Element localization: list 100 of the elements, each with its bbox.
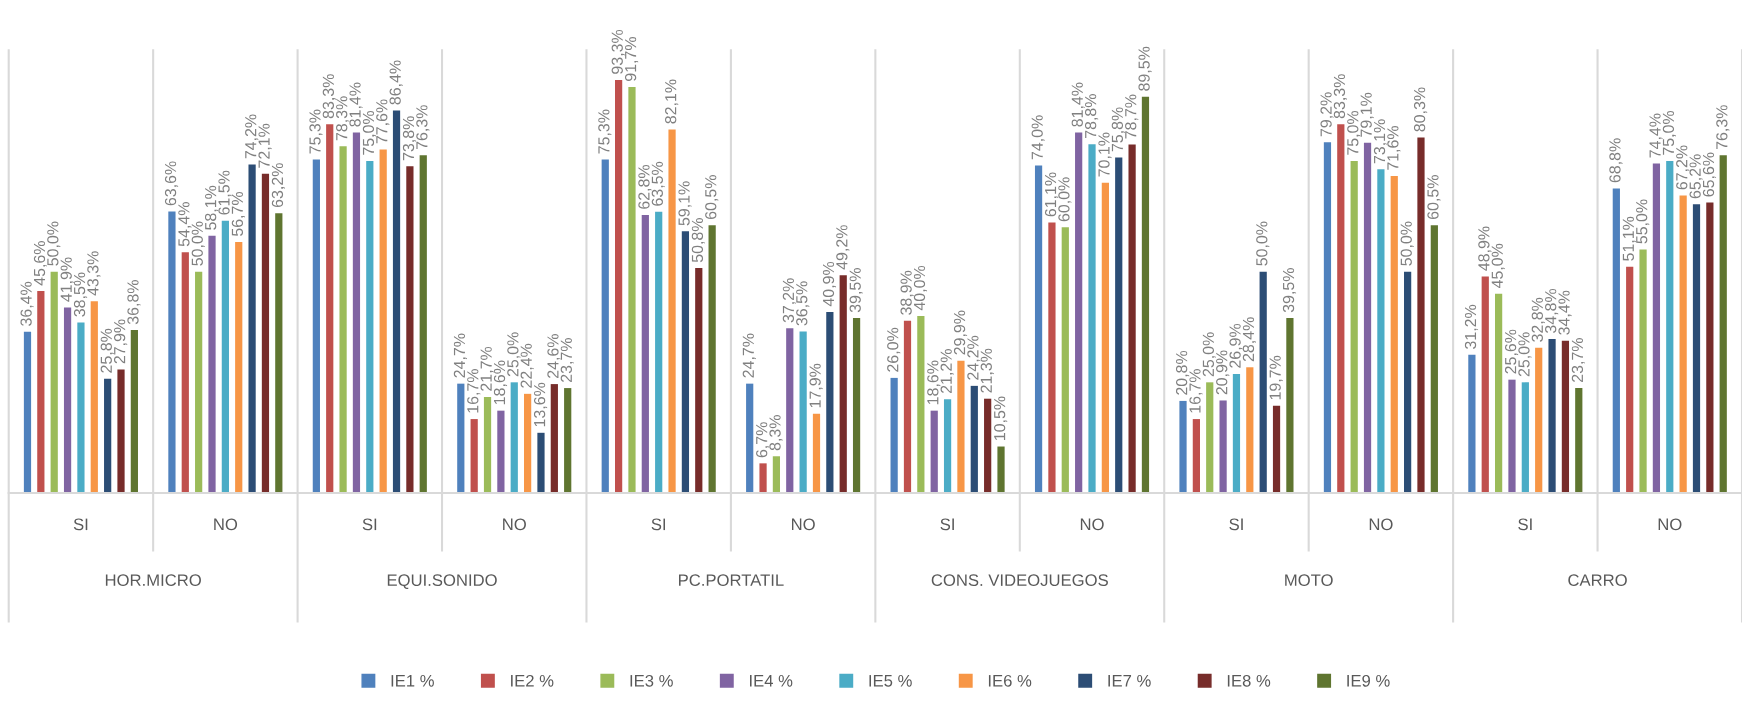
bar bbox=[1075, 132, 1083, 494]
bar bbox=[681, 231, 690, 494]
data-label: 67,2% bbox=[1676, 145, 1690, 190]
text: PC.PORTATIL bbox=[679, 574, 784, 587]
data-label: 65,6% bbox=[1702, 152, 1717, 197]
data-label: 81,4% bbox=[349, 82, 363, 127]
bar bbox=[510, 382, 518, 494]
bar bbox=[1272, 405, 1281, 494]
bar bbox=[1626, 266, 1634, 494]
bar bbox=[406, 166, 414, 494]
bar bbox=[890, 377, 898, 494]
bar bbox=[852, 318, 861, 494]
data-label: 24,6% bbox=[547, 334, 561, 378]
data-label: 73,1% bbox=[1373, 119, 1388, 164]
data-label: 70,1% bbox=[1098, 132, 1112, 177]
data-label: 61,5% bbox=[218, 170, 232, 215]
data-label: 34,8% bbox=[1545, 288, 1559, 334]
x-tick-label: NO bbox=[1369, 518, 1393, 531]
bar bbox=[1561, 340, 1570, 494]
bar bbox=[1259, 271, 1267, 494]
data-label: 63,5% bbox=[651, 161, 665, 206]
bar bbox=[799, 331, 807, 494]
data-label: 16,7% bbox=[1189, 369, 1203, 413]
bar bbox=[1612, 188, 1620, 494]
data-label: 81,4% bbox=[1071, 82, 1085, 127]
x-tick-label: SI bbox=[940, 518, 954, 531]
bar bbox=[997, 446, 1005, 494]
bar bbox=[50, 271, 58, 494]
data-label: 37,2% bbox=[782, 278, 796, 323]
data-label: 25,0% bbox=[1518, 332, 1532, 377]
data-label: 24,2% bbox=[967, 335, 981, 380]
data-label: 29,9% bbox=[953, 310, 968, 355]
bar bbox=[1246, 367, 1254, 494]
data-label: 76,3% bbox=[416, 105, 430, 150]
bar bbox=[1323, 142, 1332, 494]
data-label: 31,2% bbox=[1464, 304, 1479, 349]
bar bbox=[524, 393, 532, 494]
data-label: 40,0% bbox=[913, 265, 928, 311]
bar bbox=[641, 214, 649, 494]
bar bbox=[1417, 137, 1425, 494]
bar bbox=[1179, 400, 1187, 494]
data-label: 79,2% bbox=[1320, 92, 1334, 137]
bar bbox=[248, 164, 256, 494]
data-label: 49,2% bbox=[836, 225, 850, 270]
text: EQUI.SONIDO bbox=[387, 574, 497, 590]
legend-label: IE4 % bbox=[750, 674, 793, 687]
data-label: 36,5% bbox=[796, 281, 810, 326]
data-label: 6,7% bbox=[756, 422, 770, 458]
data-label: 83,3% bbox=[1333, 74, 1347, 119]
bar bbox=[326, 124, 334, 494]
bar bbox=[628, 87, 636, 494]
text: CARRO bbox=[1568, 574, 1627, 587]
bar bbox=[708, 225, 716, 494]
legend-label: IE2 % bbox=[511, 674, 554, 687]
data-label: 50,8% bbox=[691, 218, 705, 263]
bar bbox=[1350, 160, 1358, 494]
bar bbox=[1286, 318, 1294, 494]
data-label: 26,9% bbox=[1229, 323, 1243, 368]
bar bbox=[917, 315, 925, 494]
legend-label: IE3 % bbox=[630, 674, 673, 687]
bar bbox=[23, 331, 32, 494]
legend-label: IE1 % bbox=[391, 674, 434, 687]
data-label: 28,4% bbox=[1242, 317, 1256, 362]
bar bbox=[1706, 202, 1714, 494]
data-label: 36,4% bbox=[20, 281, 34, 326]
data-label: 21,2% bbox=[940, 349, 954, 394]
bar bbox=[1377, 169, 1385, 494]
bar bbox=[275, 213, 283, 494]
data-label: 63,6% bbox=[164, 161, 179, 206]
bar bbox=[366, 160, 374, 494]
data-label: 80,3% bbox=[1413, 87, 1428, 132]
bar bbox=[1088, 144, 1096, 494]
bar bbox=[786, 328, 794, 494]
bar bbox=[903, 320, 912, 494]
bar bbox=[1363, 142, 1372, 494]
data-label: 75,3% bbox=[309, 109, 323, 154]
data-label: 79,1% bbox=[1360, 92, 1374, 137]
data-label: 75,3% bbox=[598, 109, 612, 154]
data-label: 23,7% bbox=[1571, 338, 1585, 382]
bar bbox=[957, 360, 965, 494]
bar bbox=[1521, 382, 1529, 494]
data-label: 43,3% bbox=[87, 251, 101, 296]
data-label: 60,0% bbox=[1058, 177, 1072, 222]
data-label: 13,6% bbox=[533, 382, 548, 427]
bar bbox=[615, 79, 623, 494]
data-label: 39,5% bbox=[1282, 268, 1297, 313]
data-label: 45,6% bbox=[33, 241, 48, 286]
bar bbox=[1481, 276, 1489, 494]
bar bbox=[419, 155, 427, 494]
data-label: 23,7% bbox=[560, 338, 574, 382]
x-tick-label: NO bbox=[503, 518, 526, 531]
data-label: 41,9% bbox=[60, 257, 74, 302]
legend-label: IE8 % bbox=[1227, 674, 1271, 687]
bar bbox=[1548, 338, 1556, 494]
data-label: 73,8% bbox=[402, 116, 417, 161]
bar bbox=[695, 268, 703, 494]
x-tick-label: SI bbox=[1518, 518, 1532, 531]
data-label: 60,5% bbox=[1427, 175, 1441, 220]
x-tick-label: NO bbox=[1658, 518, 1682, 531]
bar bbox=[1219, 400, 1227, 494]
